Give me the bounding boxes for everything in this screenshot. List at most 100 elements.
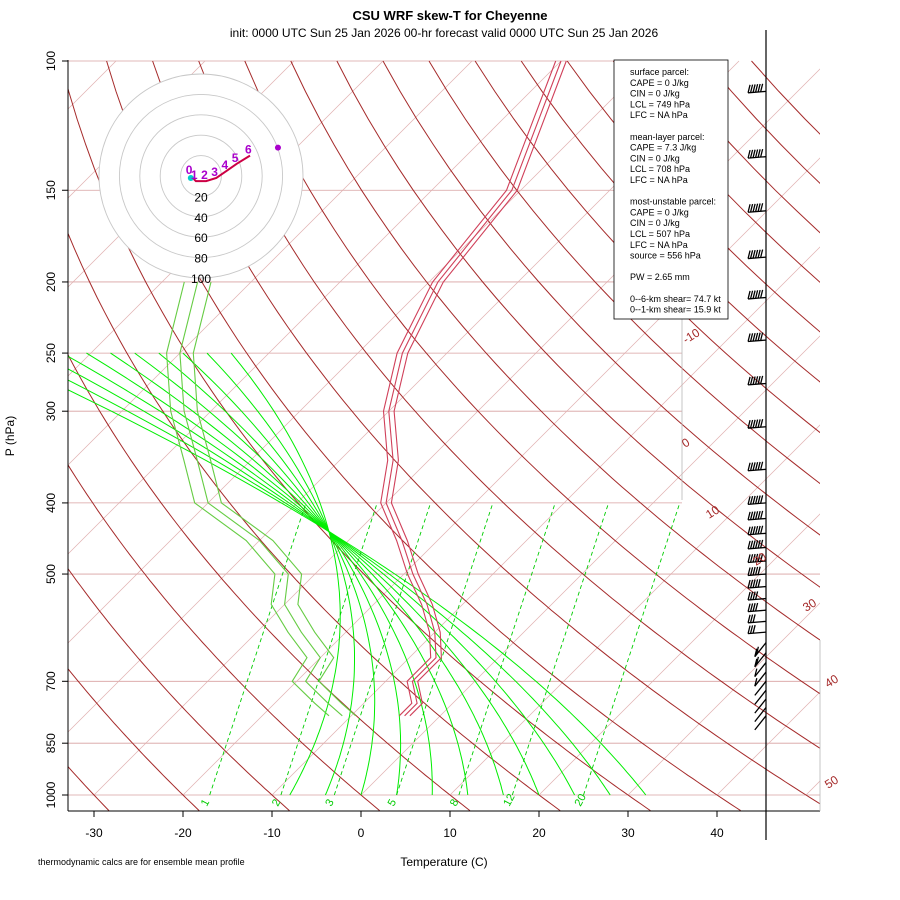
dry-adiabat [336, 60, 820, 588]
wind-barb-flag [749, 526, 754, 535]
moist-adiabat [158, 352, 402, 796]
moist-adiabat [206, 352, 355, 796]
info-box-line: LFC = NA hPa [630, 240, 688, 250]
moist-adiabat [68, 389, 647, 796]
hodograph-height-label: 6 [245, 143, 252, 157]
wind-barb-flag [754, 249, 759, 259]
hodograph-ring-label: 20 [194, 190, 208, 204]
chart-subtitle: init: 0000 UTC Sun 25 Jan 2026 00-hr for… [230, 26, 659, 40]
wind-barb-flag [749, 290, 754, 299]
wind-barb-flag [752, 579, 756, 588]
dry-adiabat [382, 60, 820, 536]
dry-adiabat [68, 232, 561, 811]
y-tick-label: 850 [44, 733, 58, 753]
info-box-line: CAPE = 0 J/kg [630, 207, 689, 217]
wind-barb-flag [747, 149, 751, 159]
wind-barb-flag [747, 250, 751, 259]
isotherm-line [360, 335, 820, 796]
wind-barb-flag [747, 603, 751, 612]
mixing-ratio-label: 1 [199, 797, 212, 808]
wind-barb-flag [757, 249, 761, 258]
mixing-ratio-line [333, 502, 432, 796]
hodograph-ring-label: 100 [191, 272, 211, 286]
wind-barb-flag [759, 553, 764, 562]
wind-barb-flag [754, 462, 759, 471]
wind-barb-flag [754, 648, 758, 657]
wind-barb-flag [747, 614, 751, 623]
wind-barb-flag [754, 678, 758, 687]
wind-barb-flag [759, 289, 764, 299]
hodograph-height-label: 5 [232, 151, 239, 165]
wind-barbs [747, 83, 767, 731]
isotherm-line [627, 602, 820, 796]
temperature-profile [390, 60, 567, 717]
mixing-ratio-lines [209, 502, 681, 796]
wind-barb-flag [749, 603, 754, 612]
dry-adiabat [520, 60, 820, 383]
y-axis-title: P (hPa) [3, 416, 17, 456]
hodograph-ring [139, 114, 263, 238]
moist-adiabat [68, 379, 611, 796]
wind-barb-flag [754, 553, 759, 563]
x-axis-title: Temperature (C) [400, 855, 487, 869]
hodograph-ring-label: 80 [194, 252, 208, 266]
wind-barb-shaft [754, 689, 767, 705]
wind-barb-flag [754, 525, 759, 535]
info-box-line: 0--6-km shear= 74.7 kt [630, 294, 721, 304]
dry-adiabat [751, 60, 820, 135]
y-tick-label: 100 [44, 51, 58, 71]
wind-barb-flag [754, 591, 759, 600]
wind-barb-flag [749, 579, 754, 588]
mixing-ratio-line [458, 502, 556, 796]
wind-barb-flag [749, 625, 754, 634]
hodograph-height-label: 0 [186, 163, 193, 177]
info-box-line: CIN = 0 J/kg [630, 89, 680, 99]
info-box-line: LFC = NA hPa [630, 110, 688, 120]
wind-barb-flag [752, 462, 756, 471]
hodograph-height-label: 2 [201, 168, 208, 182]
hodograph-ring [118, 93, 284, 259]
wind-barb-shaft [754, 707, 767, 723]
wind-barb-flag [752, 249, 756, 259]
wind-barb-flag [754, 419, 759, 428]
wind-barb-flag [752, 526, 756, 535]
wind-barb-flag [754, 566, 759, 576]
wind-barb-flag [759, 510, 764, 520]
temperature-profile [380, 60, 557, 717]
wind-barb-flag [749, 376, 754, 385]
isotherm-line [68, 60, 562, 555]
wind-barb-flag [752, 614, 756, 623]
wind-barb-flag [747, 420, 751, 429]
wind-barb-flag [759, 539, 764, 549]
wind-barb-flag [754, 203, 759, 212]
wind-barb-flag [759, 419, 764, 428]
hodograph-ring-label: 40 [194, 211, 208, 225]
chart-title: CSU WRF skew-T for Cheyenne [352, 8, 547, 23]
wind-barb-flag [752, 495, 756, 505]
dry-adiabat [68, 567, 290, 811]
hodograph-start-marker [187, 175, 194, 181]
wind-barb-flag [749, 149, 754, 159]
info-box-line: LCL = 708 hPa [630, 164, 690, 174]
y-tick-label: 1000 [44, 781, 58, 808]
info-box-line: LCL = 507 hPa [630, 229, 690, 239]
x-tick-label: 30 [621, 826, 635, 840]
y-tick-label: 250 [44, 343, 58, 363]
mixing-ratio-label: 2 [270, 797, 283, 808]
wind-barb-flag [747, 526, 751, 535]
wind-barb-shaft [754, 671, 767, 687]
mixing-ratio-label: 8 [448, 797, 461, 808]
dry-adiabat [68, 353, 471, 811]
dry-adiabat [474, 60, 820, 434]
info-box-line: source = 556 hPa [630, 251, 701, 261]
x-tick-label: 20 [532, 826, 546, 840]
wind-barb-flag [754, 668, 758, 677]
wind-barb-flag [747, 511, 751, 521]
wind-barb-flag [752, 591, 756, 600]
mixing-ratio-line [396, 502, 494, 796]
wind-barb-flag [749, 614, 754, 623]
